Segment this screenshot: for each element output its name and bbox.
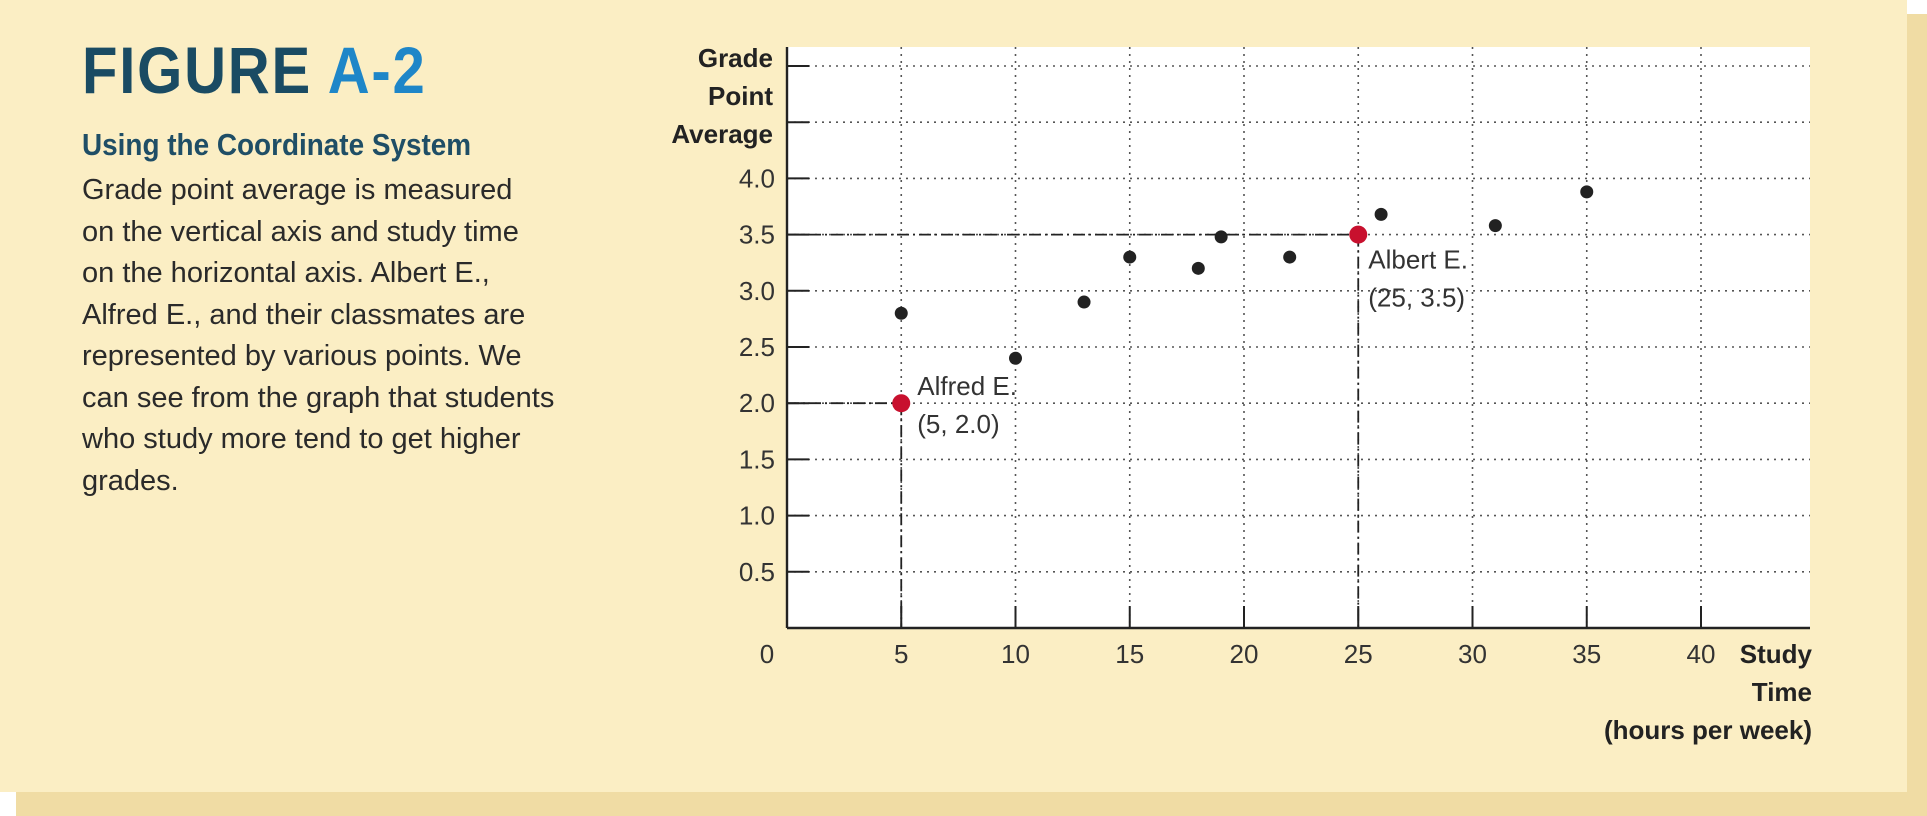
caption-line: Alfred E., and their classmates are — [82, 298, 526, 331]
y-axis-title: Grade — [698, 43, 773, 73]
data-point — [1283, 250, 1297, 264]
x-tick-label: 30 — [1458, 639, 1487, 669]
y-tick-label: 4.0 — [739, 163, 775, 193]
x-tick-label: 40 — [1687, 639, 1716, 669]
caption-body: Grade point average is measured on the v… — [82, 170, 642, 502]
caption-line: who study more tend to get higher — [82, 423, 521, 455]
x-tick-label: 25 — [1344, 639, 1373, 669]
data-point — [1488, 219, 1502, 233]
plot-area — [787, 47, 1810, 628]
point-annotation-coord: (5, 2.0) — [917, 409, 999, 439]
x-axis-title: Time — [1752, 677, 1812, 707]
x-tick-label: 15 — [1115, 639, 1144, 669]
y-tick-label: 3.0 — [739, 276, 775, 306]
point-annotation-name: Alfred E. — [917, 371, 1017, 401]
y-axis-title: Average — [671, 119, 773, 149]
data-point — [1191, 261, 1205, 275]
caption-line: Grade point average is measured — [82, 174, 513, 206]
data-point — [894, 306, 908, 320]
x-axis-title: Study — [1740, 639, 1813, 669]
y-tick-label: 3.5 — [739, 220, 775, 250]
data-point — [1214, 230, 1228, 244]
data-point — [1077, 295, 1091, 309]
data-point — [1580, 185, 1594, 199]
highlighted-point — [892, 394, 911, 413]
x-tick-label: 20 — [1230, 639, 1259, 669]
data-point — [1123, 250, 1137, 264]
caption-line: on the horizontal axis. Albert E., — [82, 257, 490, 289]
y-tick-label: 1.5 — [739, 444, 775, 474]
figure-number: A-2 — [327, 33, 427, 107]
origin-label: 0 — [760, 639, 774, 669]
data-point — [1009, 351, 1022, 365]
y-tick-label: 0.5 — [739, 557, 775, 587]
caption-heading: Using the Coordinate System — [82, 127, 472, 162]
x-axis-title: (hours per week) — [1604, 715, 1812, 745]
highlighted-point — [1349, 225, 1368, 244]
y-tick-label: 1.0 — [739, 501, 775, 531]
data-point — [1374, 207, 1388, 221]
caption-line: represented by various points. We — [82, 340, 522, 372]
x-tick-label: 5 — [894, 639, 908, 669]
point-annotation-name: Albert E. — [1368, 245, 1468, 275]
scatter-chart: 0.5 1.0 1.5 2.0 2.5 3.0 3.5 4.0 5 10 15 20 25 30 35 40 0… — [671, 43, 1813, 745]
y-tick-label: 2.0 — [739, 388, 775, 418]
caption-line: grades. — [82, 464, 179, 497]
x-tick-label: 10 — [1001, 639, 1030, 669]
caption-line: on the vertical axis and study time — [82, 215, 519, 248]
figure-title: FIGURE A-2 — [82, 32, 427, 108]
x-tick-label: 35 — [1572, 639, 1601, 669]
figure-label: FIGURE — [82, 33, 312, 107]
figure-panel: FIGURE A-2 Using the Coordinate System G… — [0, 0, 1907, 792]
caption-line: can see from the graph that students — [82, 381, 555, 414]
y-axis-title: Point — [708, 81, 773, 111]
y-tick-label: 2.5 — [739, 332, 775, 362]
point-annotation-coord: (25, 3.5) — [1368, 283, 1465, 313]
